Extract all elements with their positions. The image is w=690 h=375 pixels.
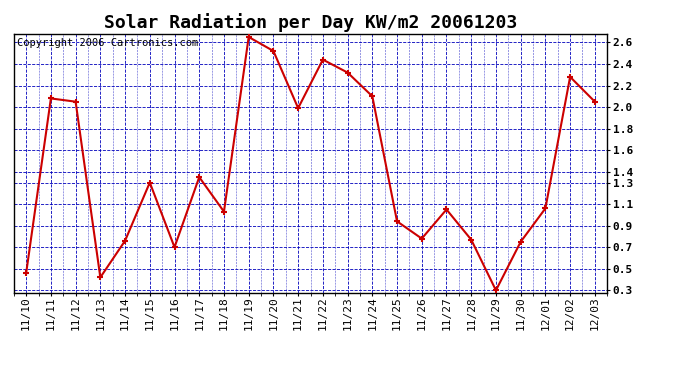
Title: Solar Radiation per Day KW/m2 20061203: Solar Radiation per Day KW/m2 20061203 bbox=[104, 13, 517, 32]
Text: Copyright 2006 Cartronics.com: Copyright 2006 Cartronics.com bbox=[17, 38, 198, 48]
